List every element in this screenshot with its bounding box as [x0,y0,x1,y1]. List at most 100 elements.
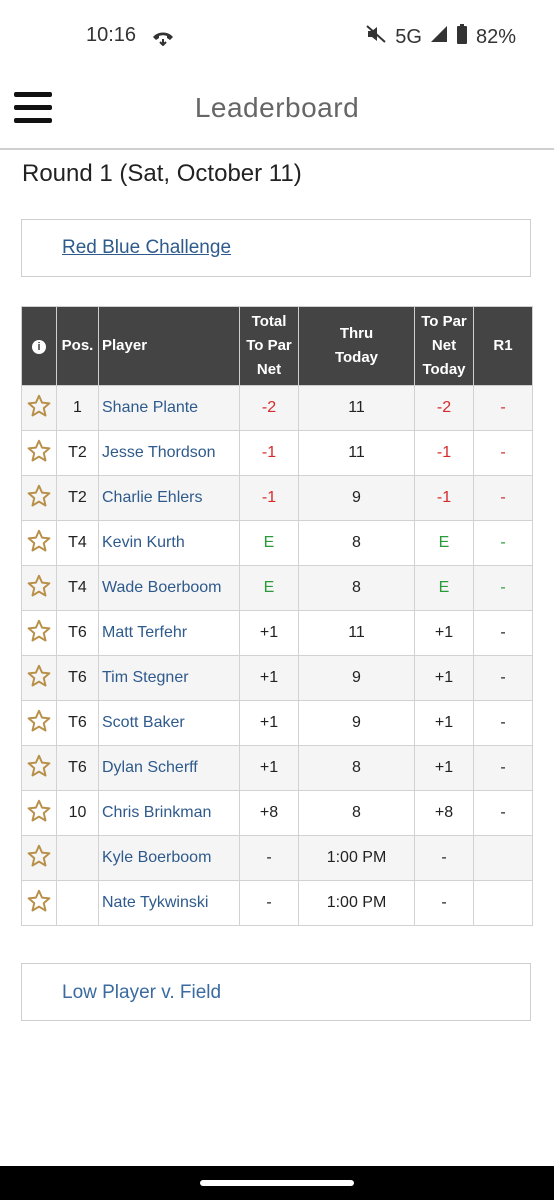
star-icon[interactable] [26,528,52,559]
total-to-par-cell: - [239,880,299,926]
favorite-star-button[interactable] [21,745,57,791]
star-icon[interactable] [26,843,52,874]
today-to-par-cell: E [414,565,474,611]
table-row: T2 Jesse Thordson -1 11 -1- [21,430,533,476]
favorite-star-button[interactable] [21,475,57,521]
position-cell [56,835,99,881]
thru-cell: 11 [298,610,415,656]
mute-icon [365,24,387,50]
position-cell [56,880,99,926]
star-icon[interactable] [26,573,52,604]
favorite-star-button[interactable] [21,880,57,926]
r1-cell: - [473,790,533,836]
flight-link[interactable]: Red Blue Challenge [62,237,232,258]
player-link[interactable]: Dylan Scherff [98,745,240,791]
total-to-par-cell: -1 [239,430,299,476]
battery-icon [456,24,468,50]
table-row: T6 Scott Baker +1 9 +1- [21,700,533,746]
player-header: Player [98,306,240,386]
r1-cell: - [473,475,533,521]
table-row: Kyle Boerboom -1:00 PM - [21,835,533,881]
total-to-par-cell: E [239,565,299,611]
r1-cell: - [473,430,533,476]
star-icon[interactable] [26,663,52,694]
favorite-star-button[interactable] [21,790,57,836]
info-icon[interactable]: i [32,340,46,354]
nav-bar [0,1166,554,1200]
player-link[interactable]: Jesse Thordson [98,430,240,476]
today-to-par-cell: +1 [414,655,474,701]
star-icon[interactable] [26,618,52,649]
player-link[interactable]: Scott Baker [98,700,240,746]
position-cell: T6 [56,745,99,791]
player-link[interactable]: Tim Stegner [98,655,240,701]
favorite-star-button[interactable] [21,430,57,476]
favorite-star-button[interactable] [21,565,57,611]
home-handle[interactable] [200,1180,354,1186]
table-row: 10 Chris Brinkman +8 8 +8- [21,790,533,836]
player-link[interactable]: Matt Terfehr [98,610,240,656]
star-icon[interactable] [26,393,52,424]
today-to-par-cell: -1 [414,475,474,521]
player-link[interactable]: Kevin Kurth [98,520,240,566]
star-icon[interactable] [26,753,52,784]
favorite-star-button[interactable] [21,385,57,431]
menu-icon[interactable] [14,92,52,126]
player-link[interactable]: Nate Tykwinski [98,880,240,926]
table-row: T6 Tim Stegner +1 9 +1- [21,655,533,701]
today-to-par-cell: E [414,520,474,566]
favorite-star-button[interactable] [21,610,57,656]
thru-cell: 1:00 PM [298,835,415,881]
star-icon[interactable] [26,798,52,829]
thru-cell: 9 [298,655,415,701]
position-cell: T4 [56,520,99,566]
position-cell: T6 [56,610,99,656]
r1-cell [473,835,533,881]
thru-header: Thru Today [298,306,415,386]
thru-cell: 1:00 PM [298,880,415,926]
favorite-star-button[interactable] [21,835,57,881]
flight-box: Red Blue Challenge [21,219,531,277]
battery-percent: 82% [475,25,516,48]
info-header[interactable]: i [21,306,57,386]
page-title: Leaderboard [194,92,360,123]
r1-cell: - [473,565,533,611]
star-icon[interactable] [26,888,52,919]
network-label: 5G [395,25,422,48]
today-to-par-cell: +1 [414,610,474,656]
position-cell: T6 [56,700,99,746]
position-cell: 10 [56,790,99,836]
topar-header: To Par Net Today [414,306,474,386]
today-to-par-cell: - [414,880,474,926]
signal-icon [430,25,448,49]
r1-cell: - [473,745,533,791]
player-link[interactable]: Chris Brinkman [98,790,240,836]
position-cell: T6 [56,655,99,701]
star-icon[interactable] [26,483,52,514]
thru-cell: 8 [298,745,415,791]
position-cell: T2 [56,430,99,476]
player-link[interactable]: Shane Plante [98,385,240,431]
low-player-link[interactable]: Low Player v. Field [62,982,222,1003]
low-player-box: Low Player v. Field [21,963,531,1021]
r1-cell [473,880,533,926]
r1-cell: - [473,655,533,701]
star-icon[interactable] [26,438,52,469]
status-bar: 10:16 5G 82% [0,0,554,72]
star-icon[interactable] [26,708,52,739]
player-link[interactable]: Wade Boerboom [98,565,240,611]
total-to-par-cell: +1 [239,745,299,791]
total-to-par-cell: E [239,520,299,566]
favorite-star-button[interactable] [21,700,57,746]
table-row: T6 Matt Terfehr +1 11 +1- [21,610,533,656]
table-row: Nate Tykwinski -1:00 PM - [21,880,533,926]
favorite-star-button[interactable] [21,520,57,566]
position-cell: T4 [56,565,99,611]
total-to-par-cell: +1 [239,655,299,701]
total-to-par-cell: +8 [239,790,299,836]
pos-header: Pos. [56,306,99,386]
player-link[interactable]: Charlie Ehlers [98,475,240,521]
player-link[interactable]: Kyle Boerboom [98,835,240,881]
favorite-star-button[interactable] [21,655,57,701]
table-row: T6 Dylan Scherff +1 8 +1- [21,745,533,791]
